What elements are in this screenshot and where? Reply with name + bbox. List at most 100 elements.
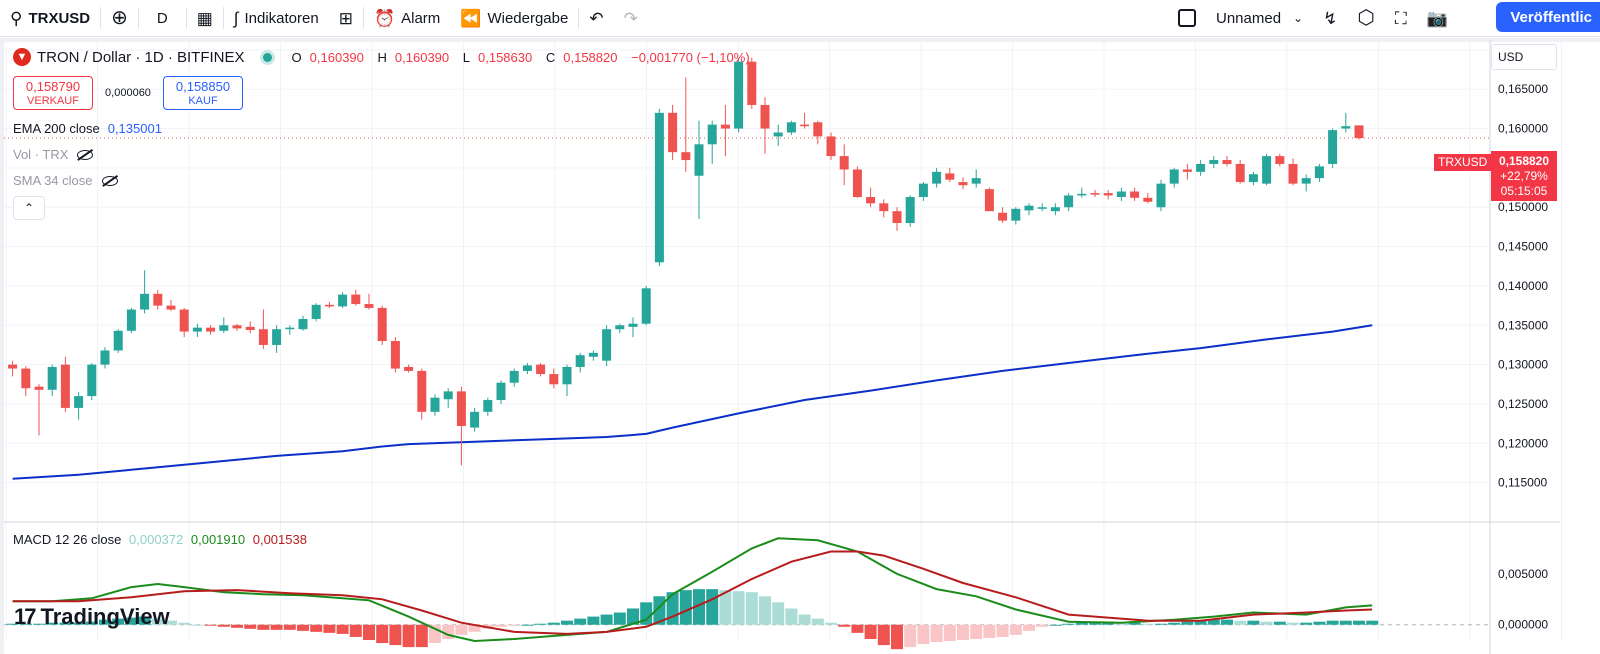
buy-button[interactable]: 0,158850 KAUF — [163, 76, 243, 110]
high-label: H — [377, 49, 387, 65]
sma-indicator-legend[interactable]: SMA 34 close — [13, 173, 119, 188]
candle-body — [509, 370, 519, 383]
tron-logo-icon: ▼ — [13, 48, 31, 66]
grid-icon: ⊞ — [338, 8, 353, 28]
symbol-search-button[interactable]: ⚲ TRXUSD — [0, 0, 100, 36]
candle-body — [192, 327, 202, 332]
price-axis-label: 0,145000 — [1498, 240, 1548, 254]
quick-search-button[interactable]: ↯ — [1313, 0, 1347, 36]
candle-body — [496, 382, 506, 401]
candle-body — [1262, 156, 1272, 184]
candle-body — [800, 124, 810, 127]
candle-body — [998, 212, 1008, 221]
candle-body — [245, 326, 255, 330]
trade-panel: 0,158790 VERKAUF 0,000060 0,158850 KAUF — [13, 76, 243, 110]
hidden-eye-icon[interactable] — [101, 175, 119, 187]
high-value: 0,160390 — [394, 49, 450, 65]
candle-body — [1209, 160, 1219, 164]
rewind-icon: ⏪ — [460, 8, 482, 28]
candle-body — [1275, 156, 1285, 164]
low-label: L — [462, 49, 470, 65]
macd-histogram-bar — [666, 592, 679, 625]
macd-histogram-bar — [851, 624, 864, 633]
symbol-title[interactable]: TRON / Dollar · 1D · BITFINEX — [37, 48, 245, 66]
settings-button[interactable]: ⬡ — [1347, 0, 1384, 36]
ema-label: EMA 200 close — [13, 121, 100, 136]
divider — [100, 7, 102, 29]
candle-body — [417, 370, 427, 412]
macd-signal-value: 0,001538 — [252, 532, 307, 547]
collapse-legend-button[interactable]: ⌃ — [13, 196, 45, 220]
candle-body — [615, 325, 625, 330]
macd-histogram-bar — [1273, 621, 1286, 625]
macd-histogram-bar — [838, 624, 851, 627]
replay-button[interactable]: ⏪ Wiedergabe — [450, 0, 578, 36]
macd-histogram-bar — [402, 624, 415, 648]
candle-body — [945, 173, 955, 180]
candle-body — [1143, 197, 1153, 202]
macd-legend[interactable]: MACD 12 26 close 0,000372 0,001910 0,001… — [13, 532, 311, 547]
macd-histogram-bar — [297, 624, 309, 631]
ema-indicator-legend[interactable]: EMA 200 close 0,135001 — [13, 121, 162, 136]
macd-histogram-bar — [943, 624, 956, 642]
tradingview-logo[interactable]: 17 TradingView — [14, 604, 170, 630]
hidden-eye-icon[interactable] — [76, 149, 94, 161]
macd-signal-line — [12, 550, 1373, 635]
macd-histogram-bar — [6, 623, 19, 625]
candle-body — [1354, 125, 1364, 138]
interval-button[interactable]: D — [139, 0, 186, 36]
indicators-button[interactable]: ∫ Indikatoren — [224, 0, 329, 36]
macd-histogram-bar — [1353, 620, 1365, 625]
candle-body — [338, 294, 348, 307]
candle-body — [522, 365, 532, 371]
candle-body — [905, 197, 915, 223]
undo-button[interactable]: ↶ — [579, 0, 613, 36]
candle-body — [430, 397, 440, 412]
macd-histogram-bar — [1300, 622, 1313, 625]
candle-body — [126, 309, 136, 331]
macd-histogram-bar — [798, 614, 811, 625]
candle-body — [153, 293, 163, 306]
top-toolbar: ⚲ TRXUSD ⊕ D ▦ ∫ Indikatoren ⊞ ⏰ Alarm ⏪… — [0, 0, 1600, 37]
candle-body — [1288, 163, 1298, 184]
replay-label: Wiedergabe — [487, 9, 569, 27]
candle-body — [166, 305, 176, 310]
layout-toggle[interactable] — [1168, 0, 1206, 36]
lightning-search-icon: ↯ — [1323, 8, 1338, 28]
redo-button[interactable]: ↷ — [614, 0, 648, 36]
macd-histogram-bar — [1221, 619, 1233, 625]
open-value: 0,160390 — [309, 49, 364, 65]
macd-histogram-bar — [1339, 620, 1352, 625]
price-axis-label: 0,165000 — [1498, 82, 1548, 96]
currency-select[interactable]: USD — [1491, 44, 1557, 70]
market-open-indicator — [262, 52, 272, 62]
open-label: O — [291, 49, 302, 65]
layout-name-button[interactable]: Unnamed ⌄ — [1206, 0, 1313, 36]
candle-body — [351, 294, 361, 305]
publish-button[interactable]: Veröffentlic — [1496, 2, 1600, 32]
macd-histogram-bar — [825, 622, 837, 625]
volume-indicator-legend[interactable]: Vol · TRX — [13, 147, 94, 162]
compare-symbol-button[interactable]: ⊕ — [101, 0, 138, 36]
price-axis-label: 0,135000 — [1498, 318, 1548, 332]
chart-type-button[interactable]: ▦ — [187, 0, 223, 36]
candle-body — [1037, 207, 1047, 209]
macd-histogram-bar — [785, 608, 798, 625]
sell-button[interactable]: 0,158790 VERKAUF — [13, 76, 93, 110]
candle-body — [1222, 160, 1232, 164]
candle-body — [1182, 169, 1192, 172]
candle-body — [1064, 195, 1074, 208]
candle-body — [404, 366, 414, 371]
candle-body — [866, 197, 876, 204]
macd-histogram-bar — [693, 589, 705, 625]
fullscreen-button[interactable]: ⛶ — [1385, 0, 1417, 36]
snapshot-button[interactable]: 📷 — [1417, 0, 1458, 36]
price-axis-label: 0,125000 — [1498, 397, 1548, 411]
macd-histogram-bar — [1036, 624, 1049, 627]
indicators-icon: ∫ — [233, 8, 239, 28]
templates-button[interactable]: ⊞ — [329, 0, 363, 36]
alarm-button[interactable]: ⏰ Alarm — [364, 0, 450, 36]
candle-body — [786, 122, 796, 133]
tradingview-mark-icon: 17 — [14, 604, 37, 629]
